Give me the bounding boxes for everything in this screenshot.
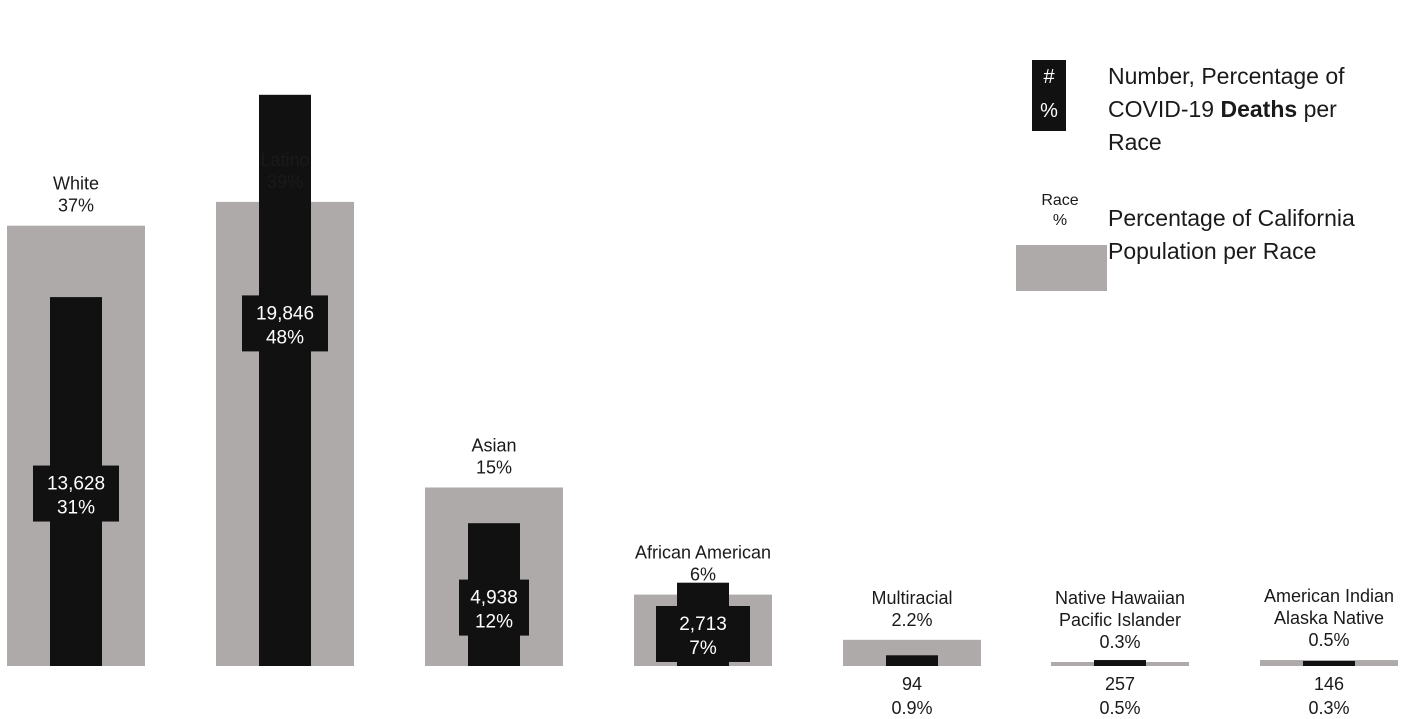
population-legend-symbol-top: Race [1041,192,1079,209]
death-label-box-african-american [656,606,750,662]
death-bar-latino [259,94,311,667]
death-bar-native-hawaiian-pacific-islander [1094,660,1146,666]
population-pct-label-white: 37% [58,196,94,216]
death-pct-label-multiracial: 0.9% [891,698,932,718]
population-legend-text: Percentage of California Population per … [1108,202,1355,268]
population-legend-swatch [1016,245,1107,291]
population-pct-label-multiracial: 2.2% [891,610,932,630]
category-label-white-1: White [53,174,99,194]
population-pct-label-african-american: 6% [690,565,716,585]
population-pct-label-asian: 15% [476,458,512,478]
deaths-legend-text: Number, Percentage of COVID-19 Deaths pe… [1108,60,1345,159]
death-pct-label-american-indian-alaska-native: 0.3% [1308,698,1349,718]
death-label-box-asian [459,579,529,636]
category-label-american-indian-alaska-native-1: American Indian [1264,586,1394,606]
death-pct-label-asian: 12% [475,612,513,633]
population-pct-label-native-hawaiian-pacific-islander: 0.3% [1099,632,1140,652]
deaths-legend-line2: COVID-19 Deaths per [1108,96,1337,122]
deaths-legend-bold: Deaths [1220,96,1298,122]
category-label-native-hawaiian-pacific-islander-1: Native Hawaiian [1055,588,1185,608]
death-count-label-latino: 19,846 [256,303,314,324]
population-legend-line2: Population per Race [1108,238,1317,264]
category-label-american-indian-alaska-native-2: Alaska Native [1274,608,1384,628]
deaths-legend-symbol-top: # [1043,66,1055,88]
death-count-label-multiracial: 94 [902,674,922,694]
death-label-box-latino [242,295,328,352]
death-count-label-asian: 4,938 [470,588,518,609]
category-label-latino-1: Latino [260,150,309,170]
deaths-legend-line3: Race [1108,129,1162,155]
death-count-label-american-indian-alaska-native: 146 [1314,674,1344,694]
population-legend-line1: Percentage of California [1108,205,1355,231]
population-legend-symbol-bottom: % [1052,212,1068,229]
category-label-asian-1: Asian [471,436,516,456]
death-bar-multiracial [886,655,938,666]
death-pct-label-african-american: 7% [689,638,717,659]
death-pct-label-native-hawaiian-pacific-islander: 0.5% [1099,698,1140,718]
death-count-label-african-american: 2,713 [679,614,727,635]
death-pct-label-latino: 48% [266,327,304,348]
population-legend-symbol: Race % [1025,191,1095,231]
death-count-label-native-hawaiian-pacific-islander: 257 [1105,674,1135,694]
population-pct-label-latino: 39% [267,172,303,192]
deaths-legend-line1: Number, Percentage of [1108,63,1345,89]
legend: # % Number, Percentage of COVID-19 Death… [1010,60,1420,300]
deaths-legend-swatch: # % [1032,60,1066,131]
death-pct-label-white: 31% [57,498,95,519]
death-count-label-white: 13,628 [47,474,105,495]
death-bar-american-indian-alaska-native [1303,661,1355,666]
death-label-box-white [33,465,119,522]
death-bars [33,94,1355,667]
deaths-legend-symbol-bottom: % [1040,100,1058,122]
category-label-native-hawaiian-pacific-islander-2: Pacific Islander [1059,610,1181,630]
category-label-african-american-1: African American [635,543,771,563]
population-pct-label-american-indian-alaska-native: 0.5% [1308,630,1349,650]
category-label-multiracial-1: Multiracial [871,588,952,608]
